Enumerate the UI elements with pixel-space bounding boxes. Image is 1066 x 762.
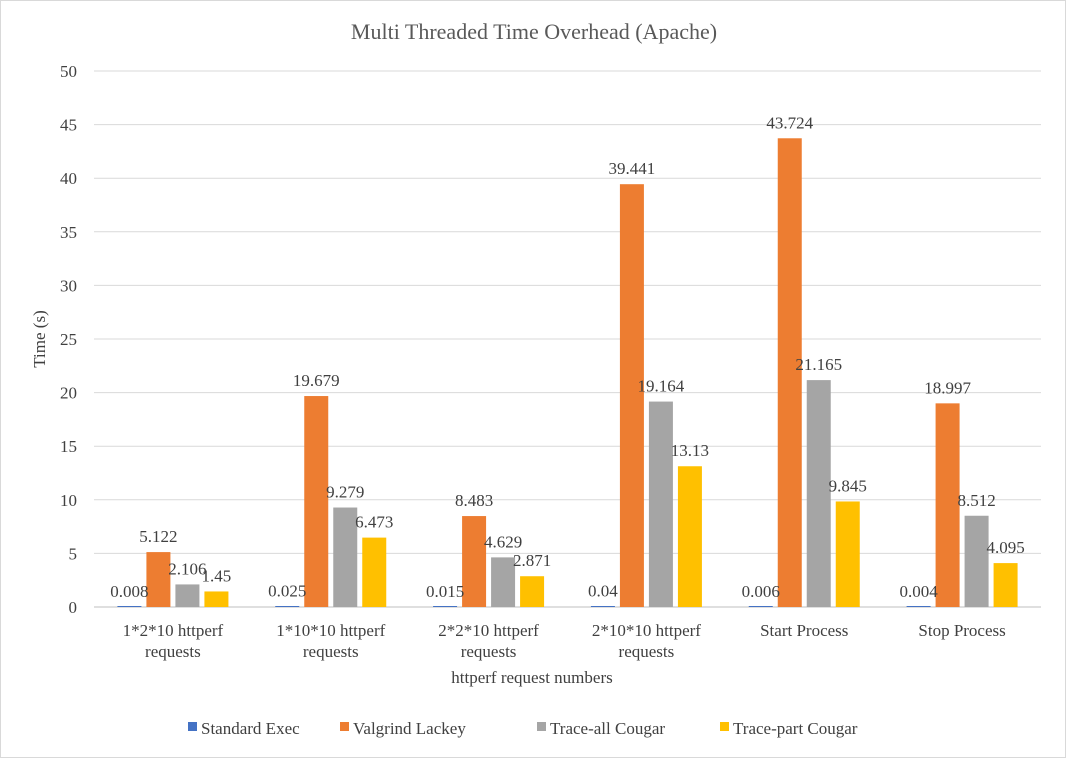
bar bbox=[204, 591, 229, 607]
data-label: 8.483 bbox=[455, 491, 493, 510]
bar bbox=[146, 552, 171, 607]
legend-swatch bbox=[340, 722, 349, 731]
bar bbox=[748, 606, 773, 607]
legend-label: Valgrind Lackey bbox=[353, 719, 466, 738]
data-label: 18.997 bbox=[924, 378, 971, 397]
bar bbox=[777, 138, 802, 607]
data-label: 4.629 bbox=[484, 532, 522, 551]
y-tick-label: 25 bbox=[60, 330, 77, 349]
data-label: 9.845 bbox=[829, 476, 867, 495]
y-tick-label: 35 bbox=[60, 223, 77, 242]
bar bbox=[590, 606, 615, 607]
bar bbox=[275, 606, 300, 607]
bar bbox=[175, 584, 200, 607]
data-label: 0.008 bbox=[110, 582, 148, 601]
x-axis-ticks: 1*2*10 httperf requests 1*10*10 httperf req… bbox=[123, 621, 1006, 661]
x-tick-label: Stop Process bbox=[918, 621, 1005, 640]
data-label: 1.45 bbox=[202, 566, 232, 585]
y-tick-label: 10 bbox=[60, 491, 77, 510]
bar bbox=[677, 466, 702, 607]
bar bbox=[362, 537, 387, 607]
legend-label: Trace-all Cougar bbox=[550, 719, 665, 738]
y-tick-label: 15 bbox=[60, 437, 77, 456]
bar bbox=[520, 576, 545, 607]
x-tick-label: 2*2*10 httperf bbox=[438, 621, 539, 640]
data-label: 0.015 bbox=[426, 582, 464, 601]
y-tick-label: 5 bbox=[69, 544, 78, 563]
x-tick-label: requests bbox=[303, 642, 359, 661]
x-tick-label: requests bbox=[145, 642, 201, 661]
data-label: 0.004 bbox=[899, 582, 938, 601]
data-label: 0.04 bbox=[588, 582, 618, 601]
y-tick-label: 30 bbox=[60, 276, 77, 295]
legend-swatch bbox=[537, 722, 546, 731]
y-axis-ticks: 0 5 10 15 20 25 30 35 40 45 50 bbox=[60, 62, 77, 617]
bar bbox=[806, 380, 831, 607]
x-axis-title: httperf request numbers bbox=[451, 668, 612, 687]
y-tick-label: 45 bbox=[60, 116, 77, 135]
data-label: 13.13 bbox=[671, 441, 709, 460]
x-tick-label: Start Process bbox=[760, 621, 848, 640]
data-label: 21.165 bbox=[795, 355, 842, 374]
bar bbox=[648, 401, 673, 607]
chart-title: Multi Threaded Time Overhead (Apache) bbox=[351, 19, 717, 44]
data-label: 6.473 bbox=[355, 513, 393, 532]
data-label: 43.724 bbox=[766, 113, 813, 132]
bar bbox=[491, 557, 516, 607]
data-label: 5.122 bbox=[139, 527, 177, 546]
bar bbox=[304, 396, 329, 607]
legend-label: Standard Exec bbox=[201, 719, 300, 738]
bar bbox=[619, 184, 644, 607]
bar bbox=[835, 501, 860, 607]
x-tick-label: requests bbox=[461, 642, 517, 661]
y-tick-label: 50 bbox=[60, 62, 77, 81]
x-tick-label: 2*10*10 httperf bbox=[592, 621, 701, 640]
x-tick-label: requests bbox=[619, 642, 675, 661]
data-label: 4.095 bbox=[986, 538, 1024, 557]
data-label: 8.512 bbox=[957, 491, 995, 510]
legend-swatch bbox=[188, 722, 197, 731]
bar bbox=[117, 606, 142, 607]
legend-label: Trace-part Cougar bbox=[733, 719, 858, 738]
y-axis-title: Time (s) bbox=[30, 310, 49, 367]
data-label: 19.679 bbox=[293, 371, 340, 390]
x-tick-label: 1*10*10 httperf bbox=[276, 621, 385, 640]
data-label: 19.164 bbox=[638, 377, 685, 396]
y-tick-label: 20 bbox=[60, 384, 77, 403]
y-tick-label: 40 bbox=[60, 169, 77, 188]
data-label: 0.006 bbox=[742, 582, 780, 601]
bar bbox=[333, 507, 358, 607]
data-label: 39.441 bbox=[609, 159, 656, 178]
legend: Standard Exec Valgrind Lackey Trace-all Co… bbox=[188, 719, 858, 738]
bars bbox=[117, 138, 1018, 607]
bar bbox=[964, 515, 989, 607]
data-label: 2.106 bbox=[168, 559, 206, 578]
legend-swatch bbox=[720, 722, 729, 731]
bar bbox=[906, 606, 931, 607]
x-tick-label: 1*2*10 httperf bbox=[123, 621, 224, 640]
bar bbox=[462, 516, 487, 607]
data-label: 9.279 bbox=[326, 483, 364, 502]
data-label: 0.025 bbox=[268, 582, 306, 601]
bar bbox=[935, 403, 960, 607]
bar bbox=[433, 606, 458, 607]
y-tick-label: 0 bbox=[69, 598, 78, 617]
gridlines bbox=[94, 70, 1041, 608]
data-label: 2.871 bbox=[513, 551, 551, 570]
bar bbox=[993, 563, 1018, 607]
